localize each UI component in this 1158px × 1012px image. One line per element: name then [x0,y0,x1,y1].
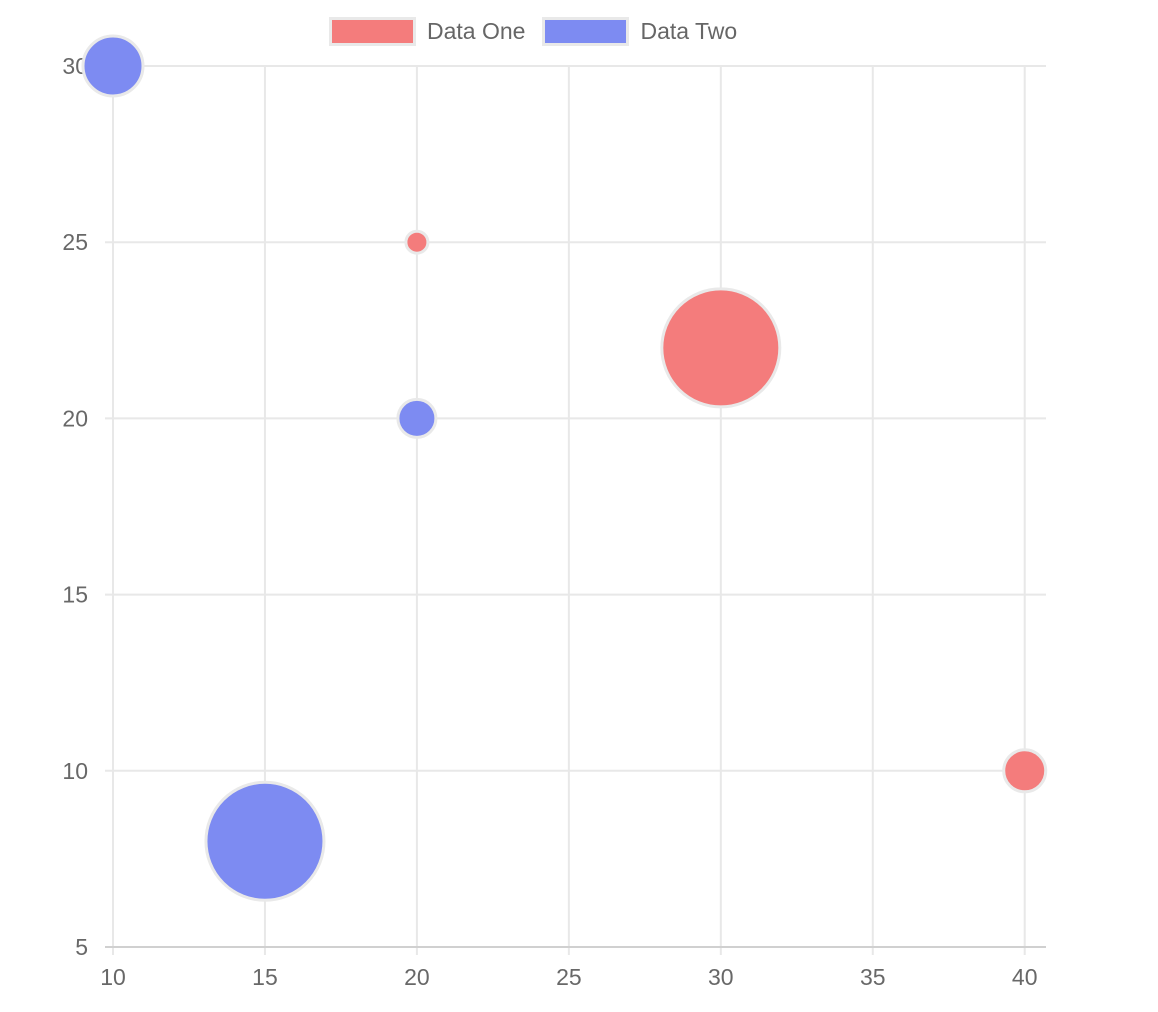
legend-item-data-one[interactable]: Data One [329,17,525,46]
x-tick-label: 30 [708,964,734,990]
bubble-data-two-1[interactable] [396,397,438,439]
x-gridlines [112,66,1026,955]
bubble-data-one-1[interactable] [660,287,782,409]
bubble-data-one-0[interactable] [404,229,430,255]
x-tick-label: 35 [860,964,886,990]
y-gridlines [105,65,1046,948]
legend-swatch-data-two [542,17,630,46]
bubbles [81,34,1048,902]
y-tick-label: 10 [62,758,88,784]
y-tick-label: 15 [62,582,88,608]
y-tick-label: 25 [62,229,88,255]
bubble-data-one-2[interactable] [1002,748,1048,794]
x-tick-label: 25 [556,964,582,990]
legend-swatch-data-one [329,17,416,46]
x-tick-label: 20 [404,964,430,990]
legend-label: Data Two [640,18,738,44]
y-tick-label: 5 [75,934,88,960]
bubble-data-two-2[interactable] [204,780,326,902]
bubble-data-two-0[interactable] [81,34,145,98]
legend-label: Data One [427,18,526,44]
x-tick-label: 40 [1012,964,1038,990]
chart-legend: Data One Data Two [329,17,737,46]
x-tick-label: 10 [100,964,126,990]
legend-item-data-two[interactable]: Data Two [542,17,737,46]
y-tick-label: 20 [62,405,88,431]
x-tick-label: 15 [252,964,278,990]
